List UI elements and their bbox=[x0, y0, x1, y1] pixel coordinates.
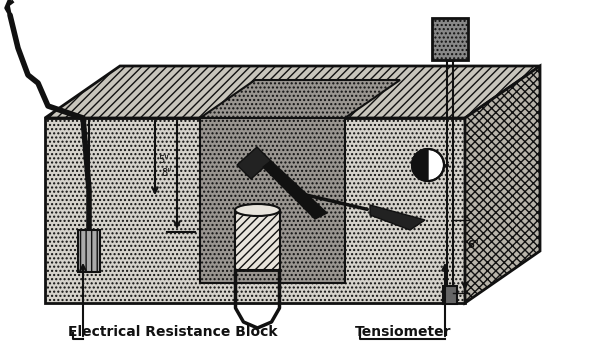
Polygon shape bbox=[370, 205, 425, 230]
Bar bbox=[78, 230, 100, 272]
Polygon shape bbox=[465, 66, 540, 303]
Text: Tensiometer: Tensiometer bbox=[355, 325, 452, 339]
Ellipse shape bbox=[235, 204, 280, 216]
Polygon shape bbox=[45, 66, 540, 118]
Text: 6": 6" bbox=[467, 240, 479, 250]
Bar bbox=[235, 210, 280, 270]
Polygon shape bbox=[412, 149, 428, 181]
Bar bbox=[200, 118, 345, 283]
Bar bbox=[432, 18, 468, 60]
Polygon shape bbox=[237, 147, 271, 179]
Text: 8": 8" bbox=[161, 168, 172, 178]
Polygon shape bbox=[263, 161, 327, 219]
Circle shape bbox=[412, 149, 444, 181]
Text: Electrical Resistance Block: Electrical Resistance Block bbox=[68, 325, 277, 339]
Bar bbox=[45, 118, 465, 303]
Text: 5": 5" bbox=[158, 155, 169, 165]
Polygon shape bbox=[200, 80, 400, 118]
Bar bbox=[443, 286, 457, 304]
